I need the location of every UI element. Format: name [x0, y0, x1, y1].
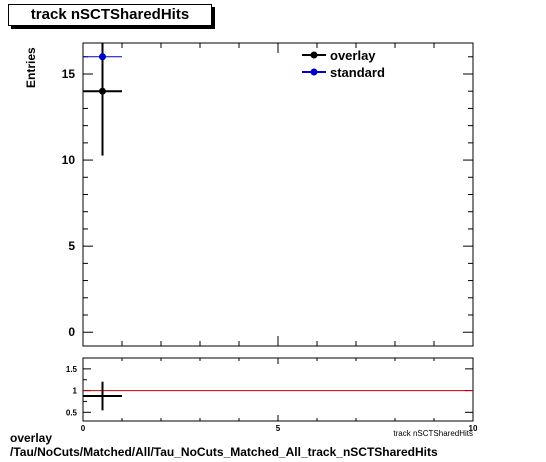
legend-label: overlay	[330, 48, 376, 63]
ratio-y-tick-label: 1.5	[66, 365, 78, 374]
legend-marker	[310, 68, 318, 76]
main-data-point	[99, 87, 106, 95]
ratio-y-tick-label: 1	[73, 387, 78, 396]
main-y-tick-label: 5	[68, 239, 75, 253]
main-data-point	[99, 53, 106, 61]
ratio-x-tick-label: 0	[81, 424, 86, 433]
legend-marker	[310, 51, 318, 59]
ratio-x-tick-label: 5	[276, 424, 281, 433]
chart-title: track nSCTSharedHits	[8, 4, 212, 26]
legend-label: standard	[330, 65, 385, 80]
main-y-tick-label: 10	[62, 153, 76, 167]
ratio-frame	[82, 357, 474, 422]
main-frame	[82, 42, 474, 347]
footer-path: /Tau/NoCuts/Matched/All/Tau_NoCuts_Match…	[10, 445, 438, 459]
x-axis-label: track nSCTSharedHits	[393, 429, 473, 438]
main-plot: 0 5 10 15 overlay standard	[62, 42, 474, 347]
ratio-x-tick-label: 10	[469, 424, 478, 433]
main-y-tick-label: 0	[68, 325, 75, 339]
footer-label: overlay	[10, 431, 53, 445]
ratio-y-tick-label: 0.5	[66, 408, 78, 417]
main-y-tick-label: 15	[62, 67, 76, 81]
